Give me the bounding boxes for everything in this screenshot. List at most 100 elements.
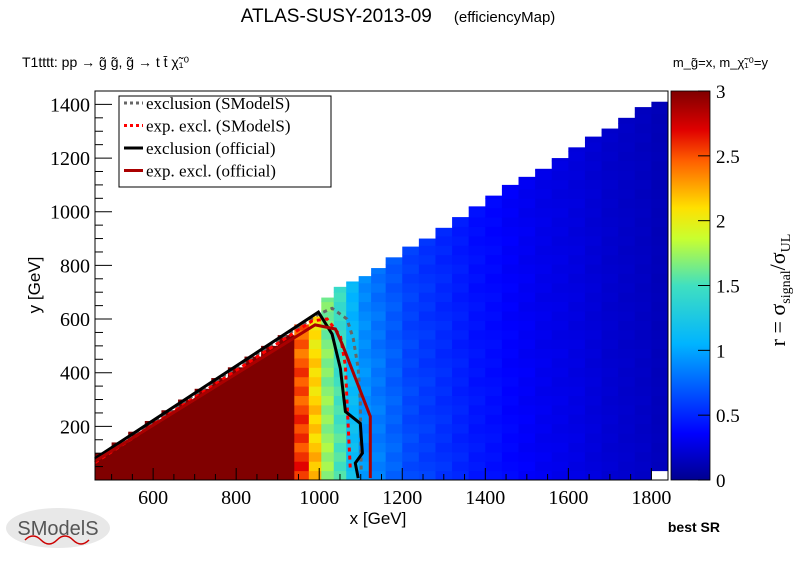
heatmap-cell — [551, 470, 569, 481]
heatmap-cell — [333, 376, 347, 387]
heatmap-cell — [601, 179, 619, 190]
heatmap-cell — [227, 414, 245, 425]
heatmap-cell — [261, 376, 279, 387]
y-axis-label: y [GeV] — [25, 257, 44, 314]
heatmap-cell — [634, 273, 652, 284]
heatmap-cell — [227, 423, 245, 434]
heatmap-cell — [651, 160, 669, 171]
heatmap-cell — [385, 257, 403, 265]
heatmap-cell — [568, 376, 586, 387]
heatmap-cell — [568, 423, 586, 434]
heatmap-cell — [568, 442, 586, 453]
heatmap-cell — [535, 292, 553, 303]
heatmap-cell — [452, 329, 470, 340]
heatmap-cell — [651, 123, 669, 134]
heatmap-cell — [277, 386, 295, 396]
heatmap-cell — [651, 348, 669, 359]
heatmap-cell — [568, 198, 586, 209]
heatmap-cell — [485, 339, 503, 350]
heatmap-cell — [601, 348, 619, 359]
heatmap-cell — [371, 273, 387, 284]
heatmap-cell — [321, 367, 335, 378]
heatmap-cell — [358, 357, 372, 368]
heatmap-cell — [333, 442, 347, 453]
heatmap-cell — [277, 423, 295, 434]
heatmap-cell — [535, 461, 553, 472]
heatmap-cell — [485, 301, 503, 312]
heatmap-cell — [634, 357, 652, 368]
legend-entry: exp. excl. (SModelS) — [146, 117, 290, 136]
heatmap-cell — [452, 386, 470, 396]
heatmap-cell — [385, 404, 403, 415]
heatmap-cell — [418, 310, 436, 321]
heatmap-cell — [294, 357, 310, 368]
heatmap-cell — [468, 367, 486, 378]
heatmap-cell — [128, 451, 146, 462]
heatmap-cell — [308, 442, 322, 453]
heatmap-cell — [277, 442, 295, 453]
heatmap-cell — [501, 301, 520, 312]
contour-exclusion-smodels- — [94, 306, 363, 472]
heatmap-cell — [634, 423, 652, 434]
heatmap-cell — [402, 367, 420, 378]
heatmap-cell — [294, 367, 310, 378]
heatmap-cell — [518, 292, 536, 303]
heatmap-cell — [435, 348, 453, 359]
heatmap-cell — [321, 386, 335, 396]
heatmap-cell — [518, 376, 536, 387]
heatmap-cell — [371, 268, 387, 274]
contour-exp-excl-official- — [94, 323, 372, 479]
heatmap-cell — [551, 207, 569, 218]
heatmap-cell — [294, 376, 310, 387]
heatmap-cell — [535, 339, 553, 350]
heatmap-cell — [294, 395, 310, 406]
heatmap-cell — [584, 179, 603, 190]
heatmap-cell — [385, 310, 403, 321]
heatmap-cell — [468, 206, 486, 209]
heatmap-cell — [385, 339, 403, 350]
heatmap-cell — [227, 442, 245, 453]
heatmap-cell — [601, 170, 619, 181]
heatmap-cell — [435, 264, 453, 274]
heatmap-cell — [244, 356, 262, 359]
heatmap-cell — [618, 451, 636, 462]
heatmap-cell — [418, 461, 436, 472]
heatmap-cell — [535, 179, 553, 190]
heatmap-cell — [385, 282, 403, 293]
heatmap-cell — [634, 451, 652, 462]
heatmap-cell — [551, 461, 569, 472]
heatmap-cell — [601, 301, 619, 312]
heatmap-cell — [651, 282, 669, 293]
heatmap-cell — [601, 367, 619, 378]
heatmap-cell — [308, 339, 322, 350]
heatmap-cell — [358, 386, 372, 396]
heatmap-cell — [485, 254, 503, 265]
heatmap-cell — [178, 461, 196, 472]
heatmap-cell — [418, 404, 436, 415]
heatmap-cell — [601, 151, 619, 162]
heatmap-cell — [402, 470, 420, 481]
heatmap-cell — [634, 395, 652, 406]
heatmap-cell — [402, 320, 420, 331]
heatmap-cell — [244, 395, 262, 406]
heatmap-cell — [385, 470, 403, 481]
heatmap-cell — [308, 357, 322, 368]
heatmap-cell — [385, 423, 403, 434]
heatmap-cell — [385, 376, 403, 387]
heatmap-cell — [468, 376, 486, 387]
heatmap-cell — [333, 386, 347, 396]
heatmap-cell — [346, 423, 360, 434]
heatmap-cell — [402, 339, 420, 350]
heatmap-cell — [402, 451, 420, 462]
heatmap-cell — [435, 254, 453, 265]
heatmap-cell — [294, 461, 310, 472]
heatmap-cell — [321, 329, 335, 340]
heatmap-cell — [468, 414, 486, 425]
heatmap-cell — [371, 282, 387, 293]
heatmap-cell — [435, 461, 453, 472]
heatmap-cell — [468, 226, 486, 237]
heatmap-cell — [568, 395, 586, 406]
heatmap-cell — [651, 292, 669, 303]
heatmap-cell — [551, 198, 569, 209]
heatmap-cell — [568, 217, 586, 227]
